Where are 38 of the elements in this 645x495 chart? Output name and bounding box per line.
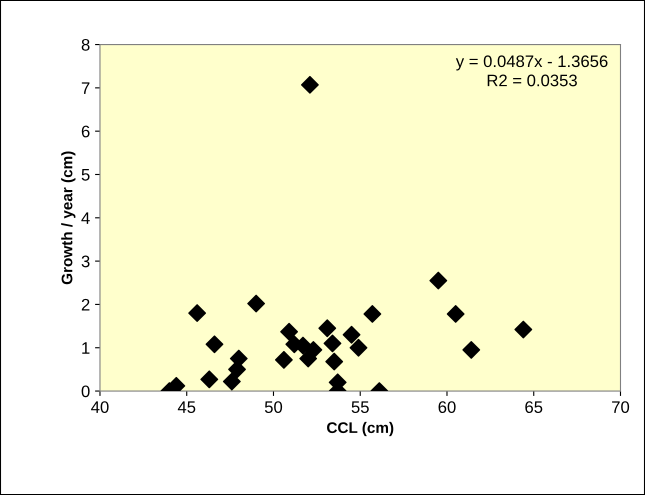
point bbox=[446, 305, 465, 323]
x-tick-label: 70 bbox=[612, 401, 630, 414]
y-tick-label: 3 bbox=[82, 256, 90, 268]
x-tick-label: 45 bbox=[178, 401, 196, 414]
point bbox=[363, 305, 382, 323]
point bbox=[301, 76, 319, 94]
x-tick-label: 65 bbox=[525, 401, 542, 414]
annotation: y = 0.0487x - 1.3656 R2 = 0.0353 bbox=[456, 55, 608, 86]
point bbox=[324, 334, 342, 352]
point bbox=[280, 322, 298, 341]
point bbox=[188, 304, 206, 322]
point bbox=[318, 319, 336, 338]
y-tick-label: 1 bbox=[82, 342, 90, 354]
x-tick-label: 40 bbox=[91, 401, 109, 414]
point bbox=[342, 326, 360, 344]
y-tick-label: 7 bbox=[82, 82, 90, 94]
point bbox=[350, 338, 368, 357]
y-axis-title: Growth / year (cm) bbox=[61, 151, 76, 284]
y-tick-label: 5 bbox=[82, 169, 90, 181]
x-axis-title: CCL (cm) bbox=[327, 422, 394, 436]
y-tick-label: 0 bbox=[82, 385, 90, 398]
point bbox=[247, 294, 266, 312]
point bbox=[325, 352, 344, 371]
x-tick-label: 55 bbox=[352, 401, 369, 414]
point bbox=[429, 272, 448, 290]
point bbox=[304, 340, 322, 359]
x-tick-label: 50 bbox=[264, 401, 282, 414]
point bbox=[200, 370, 218, 388]
point bbox=[274, 350, 293, 369]
y-tick-label: 4 bbox=[81, 212, 90, 224]
point bbox=[462, 340, 480, 359]
x-tick-label: 60 bbox=[438, 401, 456, 414]
y-tick-label: 6 bbox=[82, 126, 90, 138]
point bbox=[222, 372, 241, 390]
y-tick-label: 2 bbox=[82, 298, 90, 310]
point bbox=[514, 320, 532, 338]
y-tick-label: 8 bbox=[82, 38, 90, 51]
point bbox=[206, 335, 224, 354]
